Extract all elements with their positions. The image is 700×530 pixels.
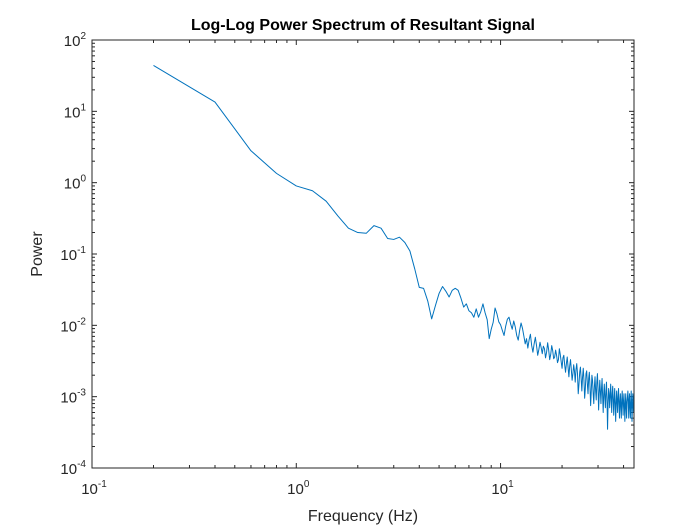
series-layer	[153, 65, 634, 430]
x-tick-label: 10-1	[81, 479, 107, 498]
y-tick-label: 102	[64, 31, 87, 50]
x-tick-label: 100	[287, 479, 310, 498]
chart-title: Log-Log Power Spectrum of Resultant Sign…	[191, 17, 535, 34]
y-tick-label: 10-3	[60, 388, 86, 407]
y-tick-label: 100	[64, 174, 87, 193]
tick-labels: 10-1 100 101 10-4 10-3 10-2 10-1 100 101 102	[60, 31, 514, 498]
x-tick-label: 101	[491, 479, 514, 498]
y-tick-label: 10-4	[60, 459, 86, 478]
x-axis-label: Frequency (Hz)	[308, 508, 418, 525]
plot-area	[92, 40, 634, 468]
y-tick-label: 10-1	[60, 245, 86, 264]
y-tick-label: 10-2	[60, 316, 86, 335]
series-line-0	[153, 65, 634, 430]
y-axis-label: Power	[29, 231, 46, 277]
y-tick-label: 101	[64, 102, 87, 121]
axes-box	[91, 39, 635, 469]
